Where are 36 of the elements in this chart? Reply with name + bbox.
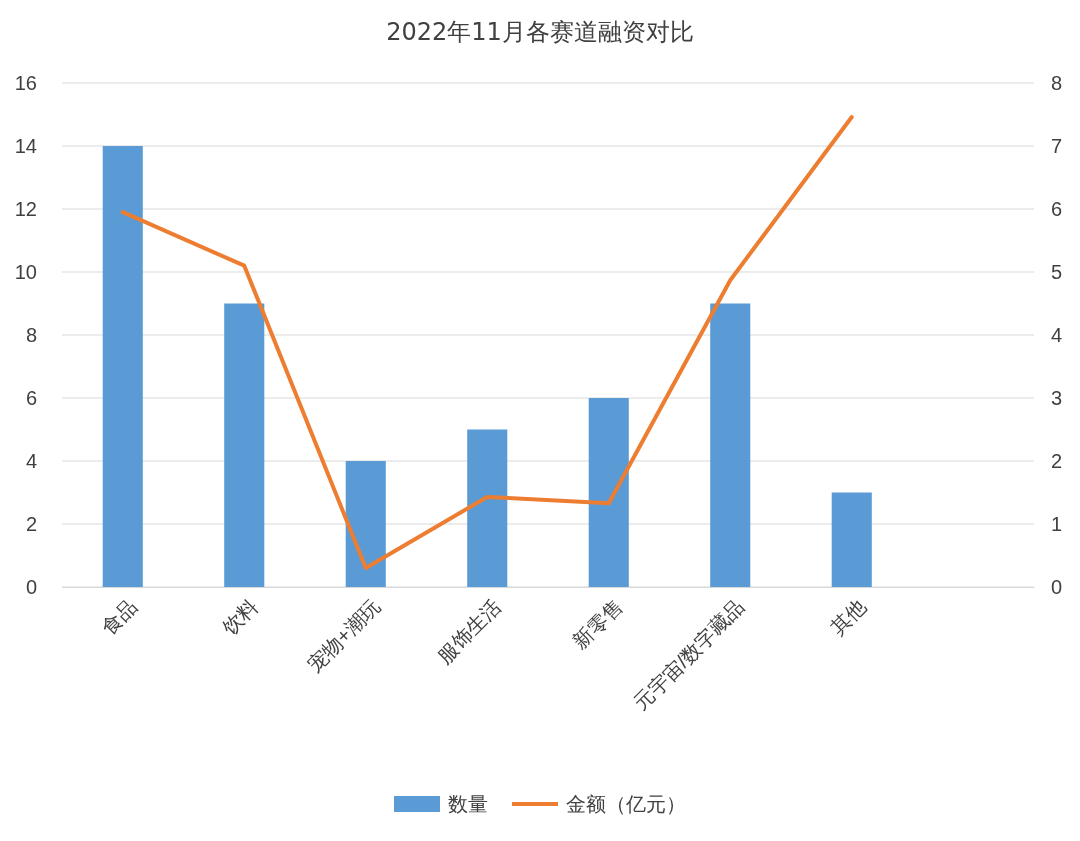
y2-tick-label: 0 xyxy=(1051,575,1063,598)
legend-label: 数量 xyxy=(448,792,488,816)
chart-title: 2022年11月各赛道融资对比 xyxy=(386,18,694,46)
y-tick-label: 8 xyxy=(25,323,37,346)
y-tick-label: 2 xyxy=(25,512,37,535)
y2-tick-label: 5 xyxy=(1051,260,1063,283)
y2-tick-label: 1 xyxy=(1051,512,1063,535)
x-tick-label: 元宇宙/数字藏品 xyxy=(629,595,749,714)
y-tick-label: 4 xyxy=(25,449,37,472)
bar xyxy=(831,492,872,587)
bar xyxy=(102,146,143,587)
x-tick-label: 宠物+潮玩 xyxy=(303,595,384,676)
x-tick-label: 食品 xyxy=(96,595,141,640)
y2-tick-label: 8 xyxy=(1051,71,1063,94)
y-tick-label: 12 xyxy=(14,197,37,220)
x-tick-label: 服饰生活 xyxy=(433,595,506,668)
y-tick-label: 14 xyxy=(14,134,37,157)
bar xyxy=(588,398,629,587)
y-tick-label: 6 xyxy=(25,386,37,409)
bar xyxy=(710,303,751,587)
x-tick-label: 饮料 xyxy=(217,595,263,640)
x-tick-label: 其他 xyxy=(825,595,870,640)
y-tick-label: 16 xyxy=(14,71,37,94)
bar xyxy=(467,429,508,587)
y2-tick-label: 7 xyxy=(1051,134,1063,157)
y2-tick-label: 3 xyxy=(1051,386,1063,409)
bar xyxy=(224,303,265,587)
x-tick-label: 新零售 xyxy=(568,595,627,654)
line-series xyxy=(120,115,854,571)
legend-label: 金额（亿元） xyxy=(566,792,686,816)
bar xyxy=(345,461,386,587)
y2-tick-label: 4 xyxy=(1051,323,1063,346)
y-tick-label: 0 xyxy=(25,575,37,598)
y-tick-label: 10 xyxy=(14,260,37,283)
y2-tick-label: 2 xyxy=(1051,449,1063,472)
y2-tick-label: 6 xyxy=(1051,197,1063,220)
